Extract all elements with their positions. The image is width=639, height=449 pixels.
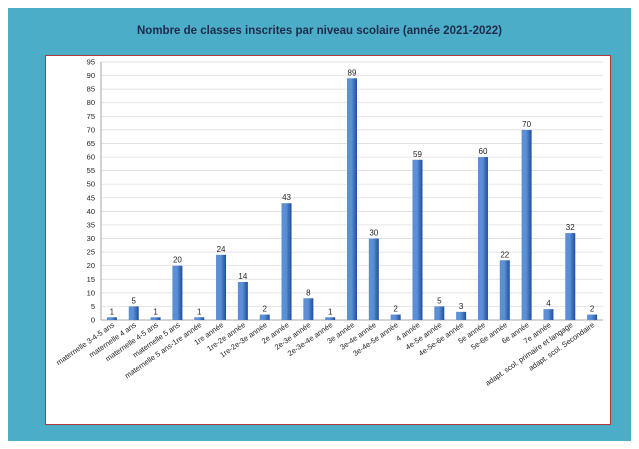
data-label: 14: [238, 272, 247, 281]
bar: [434, 306, 445, 320]
data-label: 1: [153, 307, 158, 316]
data-label: 2: [393, 305, 398, 314]
bar: [172, 265, 183, 320]
y-tick-label: 0: [91, 316, 95, 325]
data-label: 1: [110, 307, 115, 316]
bar: [347, 78, 357, 320]
bar: [106, 317, 117, 320]
bar: [281, 203, 292, 320]
bar: [456, 311, 467, 320]
bar: [216, 254, 227, 320]
y-tick-label: 65: [87, 139, 95, 148]
y-tick-label: 40: [87, 207, 95, 216]
y-tick-label: 25: [87, 248, 95, 257]
y-tick-label: 30: [87, 234, 95, 243]
y-tick-labels: 0 5 10 15 20 25 30 35 40 45 50 55 60 65 70 75 80 85 90 95: [87, 58, 95, 325]
bar: [543, 309, 554, 320]
data-label: 24: [217, 245, 226, 254]
data-labels: 1 5 1 20 1 24 14 2 43 8 1 89 30 2 59 5 3 60 22 70 4 32 2: [110, 68, 595, 316]
data-label: 70: [522, 120, 531, 129]
y-tick-label: 50: [87, 180, 95, 189]
y-tick-label: 90: [87, 71, 95, 80]
data-label: 89: [348, 68, 357, 77]
data-label: 1: [328, 307, 333, 316]
y-tick-label: 85: [87, 85, 95, 94]
data-label: 43: [282, 193, 291, 202]
bar: [128, 306, 139, 320]
bar: [477, 157, 488, 320]
bars: [106, 78, 598, 320]
data-label: 59: [413, 150, 422, 159]
data-label: 3: [459, 302, 464, 311]
data-label: 8: [306, 288, 311, 297]
bar: [325, 317, 336, 320]
data-label: 60: [479, 147, 488, 156]
chart-title: Nombre de classes inscrites par niveau s…: [137, 25, 502, 37]
plot-area-frame: [45, 55, 611, 425]
data-label: 2: [262, 305, 267, 314]
y-tick-label: 35: [87, 220, 95, 229]
data-label: 2: [590, 305, 595, 314]
data-label: 22: [500, 250, 509, 259]
bar: [587, 314, 598, 320]
y-tick-label: 45: [87, 193, 95, 202]
data-label: 32: [566, 223, 575, 232]
y-tick-label: 55: [87, 166, 95, 175]
bar: [303, 298, 314, 320]
bar: [390, 314, 401, 320]
bar: [521, 129, 532, 320]
bar: [259, 314, 270, 320]
bar: [412, 159, 423, 320]
bar: [194, 317, 205, 320]
y-tick-label: 5: [91, 302, 95, 311]
bar: [565, 233, 576, 320]
data-label: 20: [173, 256, 182, 265]
bar: [499, 260, 510, 320]
data-label: 4: [546, 299, 551, 308]
data-label: 30: [369, 229, 378, 238]
y-tick-label: 70: [87, 125, 95, 134]
bar: [150, 317, 161, 320]
y-tick-label: 15: [87, 275, 95, 284]
data-label: 5: [132, 296, 137, 305]
y-tick-label: 60: [87, 153, 95, 162]
data-label: 5: [437, 296, 442, 305]
y-tick-label: 75: [87, 112, 95, 121]
y-tick-label: 20: [87, 261, 95, 270]
y-tick-label: 95: [87, 58, 95, 67]
bar: [237, 281, 248, 320]
y-tick-label: 80: [87, 98, 95, 107]
bar: [368, 238, 379, 320]
data-label: 1: [197, 307, 202, 316]
y-tick-label: 10: [87, 288, 95, 297]
